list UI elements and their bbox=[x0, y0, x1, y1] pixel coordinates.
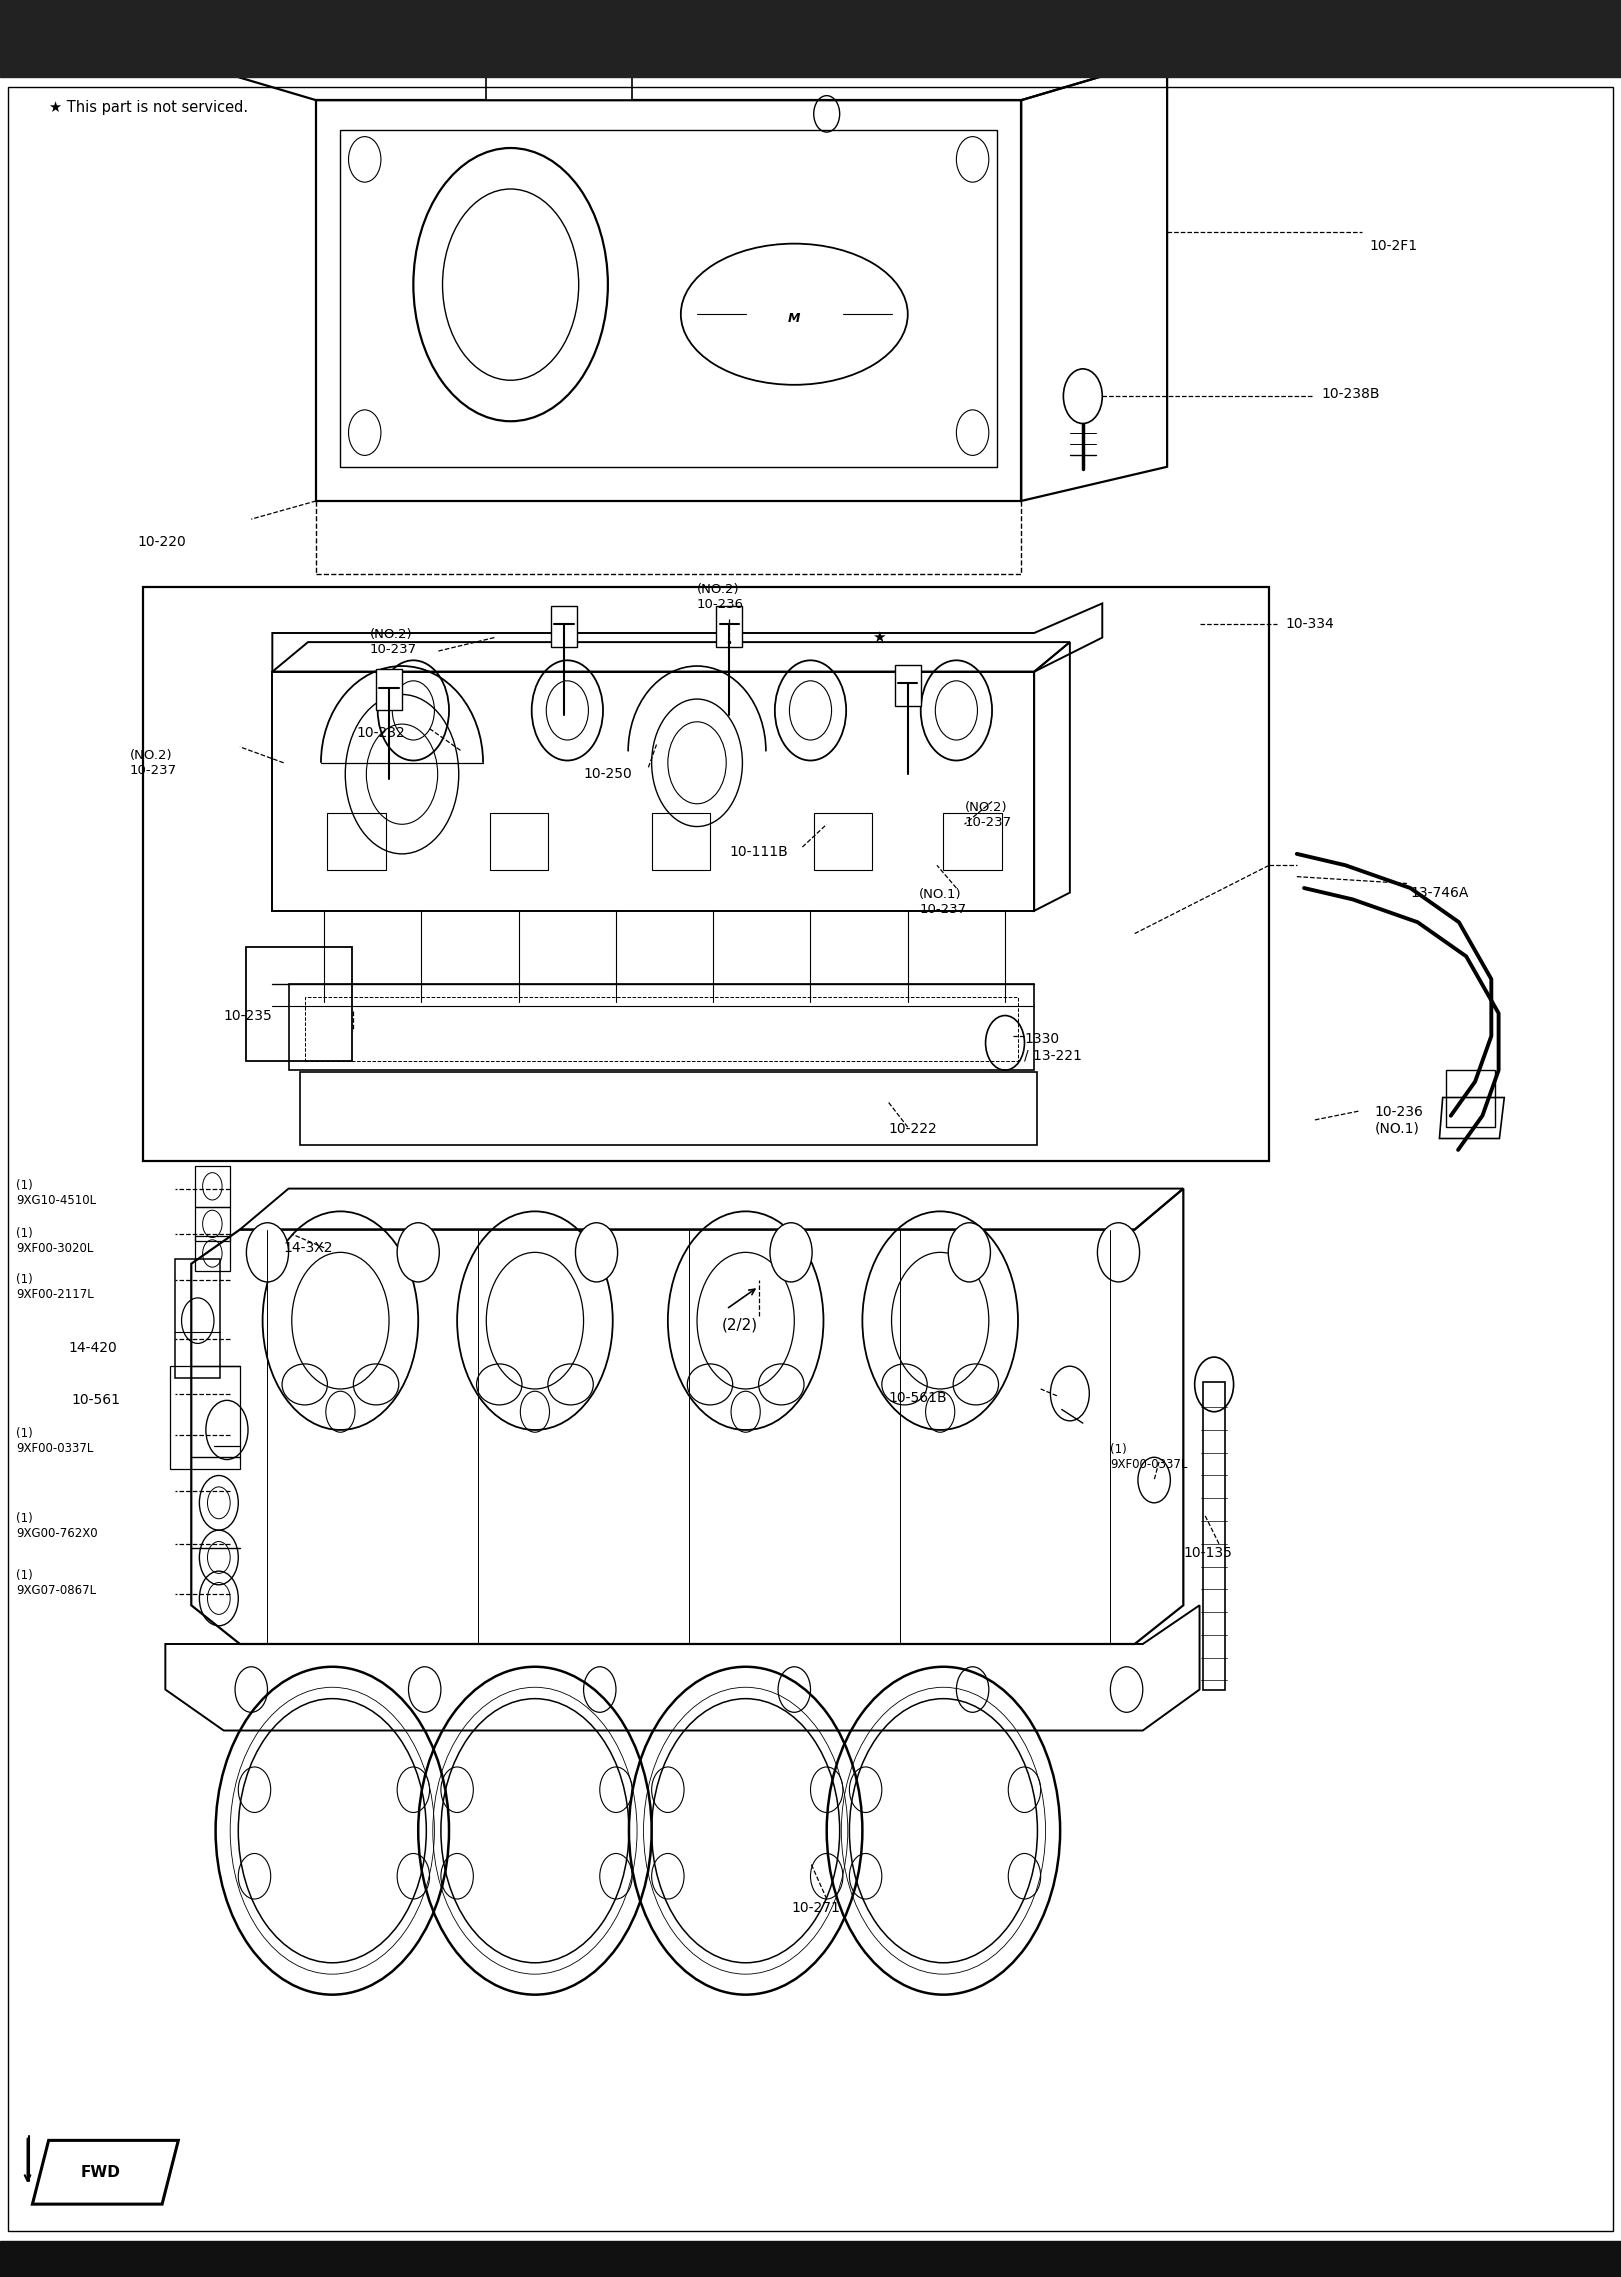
Text: (1)
9XF00-0337L: (1) 9XF00-0337L bbox=[16, 1428, 94, 1455]
Bar bbox=[327, 813, 386, 870]
Bar bbox=[814, 813, 872, 870]
Circle shape bbox=[1097, 1223, 1140, 1282]
Text: (NO.1)
10-237: (NO.1) 10-237 bbox=[919, 888, 966, 915]
Text: 10-250: 10-250 bbox=[584, 767, 632, 781]
Text: 10-235: 10-235 bbox=[224, 1009, 272, 1022]
Text: (1)
9XG00-762X0: (1) 9XG00-762X0 bbox=[16, 1512, 97, 1539]
Text: ★: ★ bbox=[872, 631, 885, 644]
Bar bbox=[652, 813, 710, 870]
Bar bbox=[246, 947, 352, 1061]
Text: 10-220: 10-220 bbox=[138, 535, 186, 549]
Text: (NO.2)
10-237: (NO.2) 10-237 bbox=[130, 749, 177, 776]
Text: ★ This part is not serviced.: ★ This part is not serviced. bbox=[49, 100, 248, 116]
Polygon shape bbox=[1439, 1098, 1504, 1138]
Text: 10-222: 10-222 bbox=[888, 1123, 937, 1136]
Bar bbox=[195, 1236, 230, 1271]
Text: 10-271: 10-271 bbox=[791, 1901, 840, 1915]
Bar bbox=[1203, 1382, 1225, 1690]
Bar bbox=[0, 2241, 1621, 2277]
Text: 14-420: 14-420 bbox=[68, 1341, 117, 1355]
Bar bbox=[943, 813, 1002, 870]
Text: (1)
9XG07-0867L: (1) 9XG07-0867L bbox=[16, 1569, 96, 1596]
Text: 1330
/ 13-221: 1330 / 13-221 bbox=[1024, 1031, 1083, 1063]
Text: 13-746A: 13-746A bbox=[1410, 886, 1469, 899]
Text: 10-561B: 10-561B bbox=[888, 1391, 947, 1405]
Bar bbox=[895, 665, 921, 706]
Bar bbox=[0, 0, 1621, 77]
Bar bbox=[170, 1366, 240, 1469]
Text: (1)
9XF00-0337L: (1) 9XF00-0337L bbox=[1110, 1444, 1188, 1471]
Text: (NO.2)
10-237: (NO.2) 10-237 bbox=[964, 802, 1012, 829]
Text: 10-2F1: 10-2F1 bbox=[1370, 239, 1418, 253]
Bar bbox=[195, 1166, 230, 1207]
Text: (1)
9XF00-2117L: (1) 9XF00-2117L bbox=[16, 1273, 94, 1300]
Polygon shape bbox=[486, 73, 632, 100]
Text: (1)
9XF00-3020L: (1) 9XF00-3020L bbox=[16, 1227, 94, 1255]
Circle shape bbox=[575, 1223, 618, 1282]
Bar bbox=[551, 606, 577, 647]
Bar bbox=[340, 130, 997, 467]
Bar bbox=[1446, 1070, 1495, 1127]
Text: 10-135: 10-135 bbox=[1183, 1546, 1232, 1560]
Bar bbox=[300, 1072, 1037, 1145]
Text: 10-561: 10-561 bbox=[71, 1394, 120, 1407]
Bar bbox=[195, 1207, 230, 1241]
Circle shape bbox=[397, 1223, 439, 1282]
Text: (2/2): (2/2) bbox=[721, 1318, 757, 1332]
Text: 10-236
(NO.1): 10-236 (NO.1) bbox=[1375, 1104, 1423, 1136]
Text: (NO.2)
10-236: (NO.2) 10-236 bbox=[697, 583, 744, 610]
Circle shape bbox=[246, 1223, 289, 1282]
Text: 10-232: 10-232 bbox=[357, 726, 405, 740]
Bar bbox=[175, 1259, 220, 1378]
Circle shape bbox=[948, 1223, 990, 1282]
Text: 14-3X2: 14-3X2 bbox=[284, 1241, 334, 1255]
Bar bbox=[143, 587, 1269, 1161]
Bar bbox=[490, 813, 548, 870]
Bar bbox=[305, 997, 1018, 1061]
Text: 10-334: 10-334 bbox=[1285, 617, 1334, 631]
Circle shape bbox=[770, 1223, 812, 1282]
Text: FWD: FWD bbox=[81, 2165, 120, 2179]
Text: (1)
9XG10-4510L: (1) 9XG10-4510L bbox=[16, 1179, 96, 1207]
Text: (NO.2)
10-237: (NO.2) 10-237 bbox=[370, 628, 417, 656]
Bar bbox=[376, 669, 402, 710]
Text: M: M bbox=[788, 312, 801, 326]
Text: 10-111B: 10-111B bbox=[729, 845, 788, 858]
Bar bbox=[716, 606, 742, 647]
Bar bbox=[289, 984, 1034, 1070]
Text: 10-238B: 10-238B bbox=[1321, 387, 1379, 401]
